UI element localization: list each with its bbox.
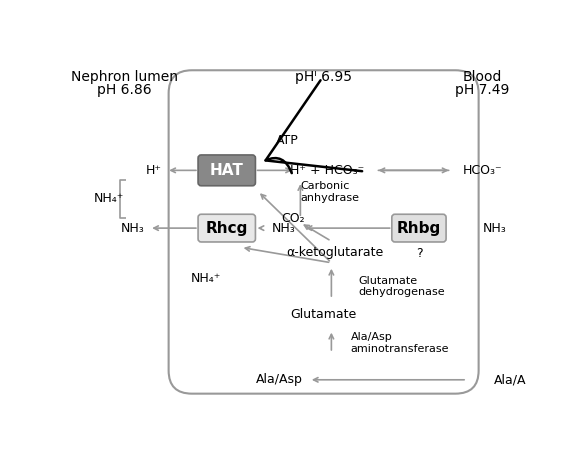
FancyArrowPatch shape: [259, 226, 263, 230]
Text: Nephron lumen: Nephron lumen: [71, 70, 178, 84]
Text: CO₂: CO₂: [281, 212, 304, 225]
FancyBboxPatch shape: [392, 214, 446, 242]
Text: NH₄⁺: NH₄⁺: [94, 192, 124, 205]
Text: Ala/Asp: Ala/Asp: [256, 373, 303, 386]
Text: Ala/A: Ala/A: [494, 373, 526, 386]
Text: pH 7.49: pH 7.49: [455, 83, 510, 96]
FancyArrowPatch shape: [329, 334, 333, 350]
FancyBboxPatch shape: [169, 70, 479, 394]
Text: HAT: HAT: [210, 163, 244, 178]
Text: NH₄⁺: NH₄⁺: [191, 272, 221, 285]
FancyArrowPatch shape: [313, 377, 464, 382]
Text: NH₃: NH₃: [483, 222, 506, 235]
Text: H⁺ + HCO₃⁻: H⁺ + HCO₃⁻: [290, 164, 364, 177]
Text: Glutamate
dehydrogenase: Glutamate dehydrogenase: [359, 276, 445, 298]
FancyArrowPatch shape: [304, 225, 329, 240]
FancyArrowPatch shape: [329, 270, 333, 296]
Text: Rhcg: Rhcg: [205, 220, 248, 235]
FancyBboxPatch shape: [198, 155, 255, 186]
FancyArrowPatch shape: [380, 168, 449, 172]
Text: Glutamate: Glutamate: [290, 308, 357, 321]
FancyArrowPatch shape: [261, 195, 329, 261]
Text: pH 6.86: pH 6.86: [97, 83, 152, 96]
FancyArrowPatch shape: [154, 226, 196, 230]
FancyArrowPatch shape: [307, 226, 390, 230]
FancyArrowPatch shape: [266, 80, 362, 173]
Text: pHᴵ 6.95: pHᴵ 6.95: [295, 70, 352, 84]
Text: ?: ?: [416, 247, 422, 260]
Text: HCO₃⁻: HCO₃⁻: [463, 164, 502, 177]
Text: ATP: ATP: [276, 134, 298, 147]
Text: Carbonic
anhydrase: Carbonic anhydrase: [300, 181, 359, 203]
FancyArrowPatch shape: [245, 247, 329, 262]
FancyArrowPatch shape: [257, 168, 290, 172]
Text: H⁺: H⁺: [146, 164, 162, 177]
FancyBboxPatch shape: [198, 214, 255, 242]
Text: Rhbg: Rhbg: [397, 220, 441, 235]
FancyArrowPatch shape: [298, 186, 302, 215]
Text: NH₃: NH₃: [121, 222, 144, 235]
Text: Ala/Asp
aminotransferase: Ala/Asp aminotransferase: [351, 332, 449, 353]
FancyArrowPatch shape: [410, 226, 443, 230]
Text: Blood: Blood: [463, 70, 502, 84]
Text: NH₃: NH₃: [272, 222, 296, 235]
FancyArrowPatch shape: [378, 168, 447, 172]
Text: α-ketoglutarate: α-ketoglutarate: [286, 246, 384, 259]
FancyArrowPatch shape: [171, 168, 196, 172]
